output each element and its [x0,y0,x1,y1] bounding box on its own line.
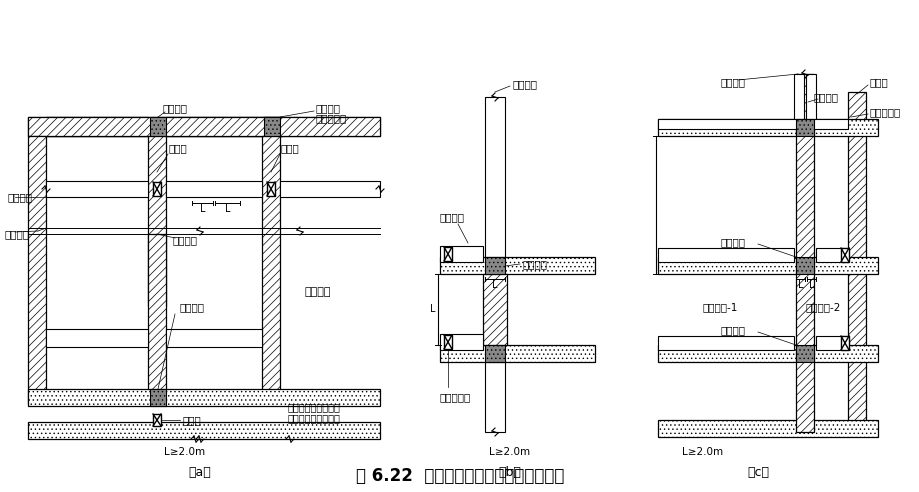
Text: 垂直井壁: 垂直井壁 [8,192,33,202]
Text: 耐火风管: 耐火风管 [439,212,464,222]
Text: 防火隔墙: 防火隔墙 [315,103,341,113]
Bar [840,336,848,350]
Text: 防火墙: 防火墙 [869,77,888,87]
Text: L≥2.0m: L≥2.0m [165,447,205,457]
Text: 垂直井壁: 垂直井壁 [173,235,198,245]
Bar [264,117,279,136]
Text: L: L [808,280,813,290]
Bar [793,74,803,119]
Text: 排烟风管: 排烟风管 [720,77,744,87]
Text: 防火阀: 防火阀 [183,415,201,425]
Bar [165,117,282,136]
Bar [279,181,380,197]
Bar [439,334,482,350]
Text: （a）: （a） [188,465,211,479]
Bar [657,420,877,437]
Bar [795,257,813,274]
Bar [657,336,793,350]
Text: 防火分区-2: 防火分区-2 [804,302,840,312]
Text: 防火封堵: 防火封堵 [179,302,204,312]
Text: 防火封堵: 防火封堵 [522,259,547,269]
Bar [484,97,505,432]
Bar [165,329,262,347]
Text: 空调机房、重要房间: 空调机房、重要房间 [288,402,341,412]
Text: 图 6.22  防火阀、排烟防火阀布置示意图: 图 6.22 防火阀、排烟防火阀布置示意图 [356,467,563,485]
Bar [482,274,506,345]
Bar [28,422,380,439]
Text: 其他场所: 其他场所 [304,287,331,297]
Bar [657,257,877,274]
Bar [28,389,380,406]
Text: （b）: （b） [498,465,521,479]
Text: 耐火风管: 耐火风管 [812,92,837,102]
Bar [484,257,505,274]
Bar [815,248,845,262]
Text: L≥2.0m: L≥2.0m [682,447,722,457]
Bar [439,246,482,262]
Bar [484,345,505,362]
Text: L: L [430,304,436,314]
Text: 防火阀: 防火阀 [280,143,299,153]
Bar [439,345,595,362]
Text: （防火墙）: （防火墙） [315,113,346,123]
Bar [46,181,148,197]
Bar [28,136,46,404]
Text: L: L [797,280,802,290]
Text: 排烟防火阀: 排烟防火阀 [869,107,901,117]
Text: 火灾危险性大的房间: 火灾危险性大的房间 [288,413,341,423]
Bar [148,136,165,306]
Bar [815,336,845,350]
Bar [657,119,877,136]
Bar [795,119,813,136]
Bar [148,234,165,389]
Bar [150,117,165,136]
Bar [28,117,148,136]
Text: L: L [224,204,230,214]
Bar [28,117,380,136]
Text: （c）: （c） [746,465,768,479]
Bar [840,248,848,262]
Bar [439,257,595,274]
Text: 排烟风管: 排烟风管 [512,79,537,89]
Text: 空调风管: 空调风管 [5,229,30,239]
Bar [657,345,877,362]
Bar [795,74,813,432]
Bar [46,329,148,347]
Bar [657,248,793,262]
Bar [263,117,380,136]
Bar [46,117,282,136]
Text: L: L [492,280,497,290]
Text: L: L [199,204,205,214]
Text: 防火封堵: 防火封堵 [163,103,187,113]
Text: 防火分区-1: 防火分区-1 [701,302,737,312]
Text: 防火封堵: 防火封堵 [720,237,744,247]
Text: 防火封堵: 防火封堵 [720,325,744,335]
Bar [795,345,813,362]
Bar [805,74,815,119]
Bar [847,92,865,432]
Bar [165,181,262,197]
Bar [657,119,847,129]
Text: 防火阀: 防火阀 [168,143,187,153]
Bar [444,335,451,349]
Bar [153,182,161,196]
Bar [267,182,275,196]
Bar [262,136,279,404]
Text: L≥2.0m: L≥2.0m [489,447,530,457]
Bar [150,389,165,406]
Text: 排烟防火阀: 排烟防火阀 [439,392,471,402]
Bar [444,247,451,261]
Bar [153,414,161,426]
